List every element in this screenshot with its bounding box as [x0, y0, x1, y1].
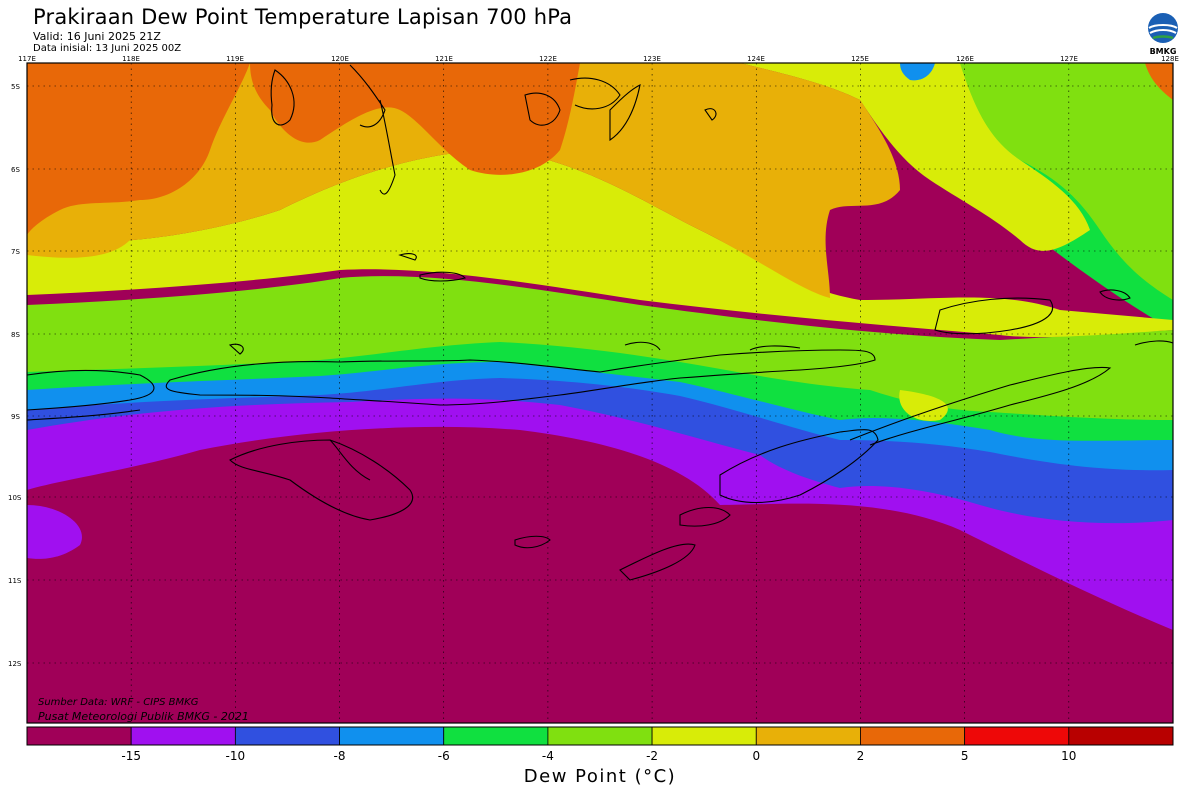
lon-label: 120E [331, 55, 349, 63]
map-frame [26, 62, 1174, 724]
lon-label: 119E [226, 55, 244, 63]
colorbar-label: 10 [1061, 749, 1076, 763]
lon-label: 127E [1060, 55, 1078, 63]
colorbar-label: -6 [438, 749, 450, 763]
colorbar-title: Dew Point (°C) [523, 766, 677, 787]
valid-time: Valid: 16 Juni 2025 21Z [33, 30, 161, 43]
colorbar-swatch [339, 726, 445, 746]
lon-label: 123E [643, 55, 661, 63]
lat-labels: 5S 6S 7S 8S 9S 10S 11S 12S [8, 83, 22, 668]
colorbar-label: -10 [226, 749, 246, 763]
lon-label: 128E [1161, 55, 1179, 63]
lon-label: 126E [956, 55, 974, 63]
lat-label: 9S [11, 413, 20, 421]
bmkg-logo: BMKG [1145, 10, 1181, 58]
logo-circle [1148, 13, 1178, 43]
lon-label: 121E [435, 55, 453, 63]
lat-label: 10S [8, 494, 22, 502]
colorbar-label: -2 [646, 749, 658, 763]
colorbar-swatch [26, 726, 132, 746]
lon-labels: 117E 118E 119E 120E 121E 122E 123E 124E … [18, 55, 1179, 63]
lat-label: 8S [11, 331, 20, 339]
logo-text: BMKG [1150, 47, 1177, 56]
lon-label: 118E [122, 55, 140, 63]
colorbar-label: -15 [121, 749, 141, 763]
colorbar-swatch [547, 726, 653, 746]
map-title: Prakiraan Dew Point Temperature Lapisan … [33, 5, 573, 29]
lat-label: 7S [11, 248, 20, 256]
source-text: Sumber Data: WRF - CIPS BMKG [38, 697, 199, 708]
contour-fill [27, 63, 1173, 723]
lat-label: 12S [8, 660, 22, 668]
graticule [27, 63, 1173, 723]
colorbar-label: 0 [752, 749, 760, 763]
colorbar-label: 5 [961, 749, 969, 763]
colorbar-swatch [860, 726, 966, 746]
colorbar-swatch [130, 726, 236, 746]
credit-text: Pusat Meteorologi Publik BMKG - 2021 [38, 710, 249, 723]
colorbar-label: -8 [334, 749, 346, 763]
lon-label: 122E [539, 55, 557, 63]
colorbar-swatch [234, 726, 340, 746]
colorbar-swatch [755, 726, 861, 746]
colorbar: -15 -10 -8 -6 -4 -2 0 2 5 10 [26, 726, 1174, 763]
colorbar-label: -4 [542, 749, 554, 763]
lat-label: 5S [11, 83, 20, 91]
lat-label: 6S [11, 166, 20, 174]
colorbar-swatch [964, 726, 1070, 746]
lon-label: 124E [747, 55, 765, 63]
init-time: Data inisial: 13 Juni 2025 00Z [33, 43, 182, 54]
lat-label: 11S [8, 577, 22, 585]
lon-label: 117E [18, 55, 36, 63]
colorbar-swatch [443, 726, 549, 746]
colorbar-swatch [651, 726, 757, 746]
colorbar-label: 2 [857, 749, 865, 763]
colorbar-swatch [1068, 726, 1174, 746]
lon-label: 125E [851, 55, 869, 63]
coastlines [27, 64, 1173, 581]
